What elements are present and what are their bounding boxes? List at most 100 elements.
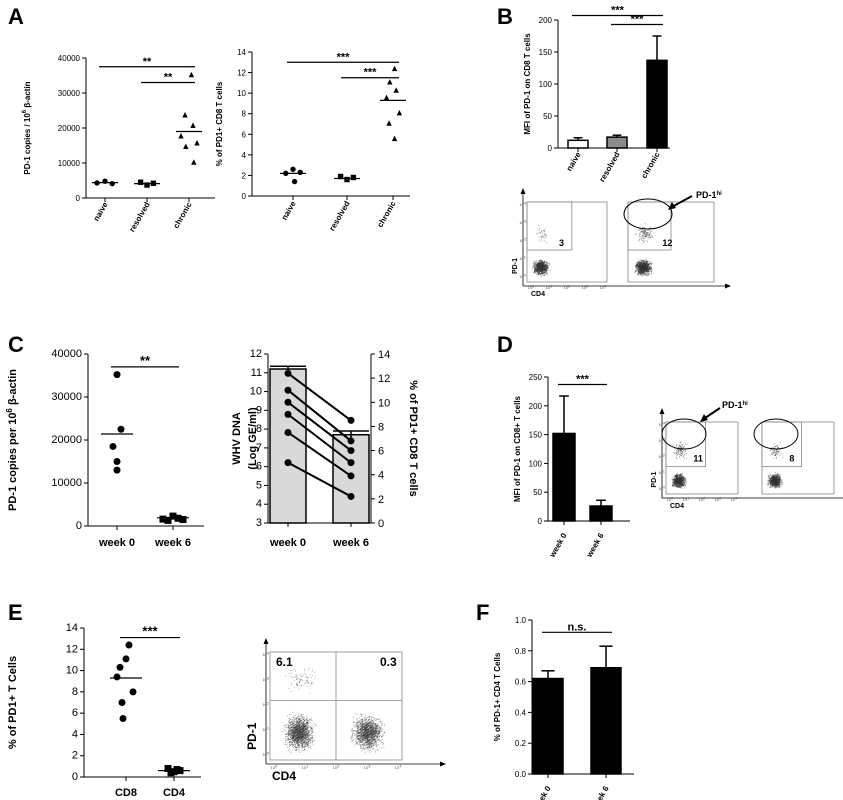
flow-event: [305, 726, 307, 728]
flow-event: [644, 274, 646, 276]
flow-event: [306, 733, 308, 734]
flow-event: [292, 739, 294, 740]
flow-event: [300, 722, 302, 724]
flow-event: [304, 744, 306, 746]
flow-event: [677, 452, 679, 454]
flow-event: [302, 714, 304, 716]
flow-event: [680, 484, 683, 486]
flow-event: [643, 259, 645, 261]
flow-event: [640, 270, 642, 272]
flow-event: [772, 449, 774, 451]
flow-event: [645, 259, 647, 261]
flow-event: [543, 262, 545, 264]
flow-event: [650, 235, 652, 237]
flow-event: [547, 268, 549, 270]
panel-letter-b: B: [497, 4, 513, 29]
flow-event: [293, 733, 295, 735]
flow-event: [777, 445, 778, 447]
flow-event: [284, 727, 286, 729]
flow-event: [288, 724, 289, 726]
flow-event: [299, 721, 301, 723]
flow-event: [640, 273, 642, 275]
flow-event: [641, 234, 643, 236]
flow-event: [295, 730, 297, 732]
flow-gate: [761, 421, 802, 468]
flow-event: [287, 742, 289, 744]
flow-event: [300, 730, 302, 732]
flow-x-label: CD4: [531, 291, 545, 298]
flow-event: [543, 264, 545, 266]
flow-event: [301, 726, 303, 728]
data-point: [144, 182, 150, 188]
flow-event: [680, 445, 681, 447]
flow-event: [305, 737, 307, 739]
flow-event: [778, 480, 780, 482]
flow-event: [297, 744, 299, 746]
flow-event: [676, 452, 677, 454]
flow-event: [647, 236, 649, 238]
flow-event: [779, 449, 781, 451]
flow-event: [302, 734, 304, 736]
flow-event: [683, 484, 685, 487]
flow-event: [545, 242, 547, 244]
flow-event: [678, 486, 681, 489]
flow-event: [771, 449, 773, 451]
data-point: [117, 425, 125, 433]
flow-event: [646, 272, 649, 274]
flow-y-tick-label: 104: [658, 421, 665, 428]
flow-event: [634, 271, 636, 273]
flow-event: [293, 731, 295, 733]
x-category-label: week 0: [98, 537, 135, 549]
y-axis-label: PD-1 copies per 106 β-actin: [5, 369, 19, 511]
flow-event: [644, 238, 646, 240]
flow-event: [538, 229, 540, 231]
data-point: [291, 178, 298, 185]
flow-event: [543, 263, 545, 265]
flow-event: [643, 240, 645, 242]
flow-event: [650, 264, 652, 266]
flow-event: [302, 746, 304, 748]
y-tick-label: 7: [256, 442, 262, 454]
data-point: [344, 176, 350, 183]
flow-event: [304, 745, 306, 747]
data-point: [391, 135, 398, 142]
flow-event: [288, 720, 289, 722]
flow-event: [682, 446, 684, 448]
flow-event: [774, 475, 776, 477]
flow-event: [536, 270, 538, 272]
flow-event: [302, 738, 304, 740]
flow-event: [311, 732, 313, 734]
flow-event: [298, 729, 299, 731]
flow-event: [297, 721, 298, 723]
flow-event: [285, 724, 287, 726]
flow-event: [768, 477, 770, 479]
flow-event: [648, 235, 650, 236]
flow-event: [299, 730, 301, 732]
flow-event: [292, 719, 294, 720]
flow-event: [681, 452, 683, 453]
paired-line: [287, 413, 352, 464]
flow-event: [293, 738, 295, 740]
flow-event: [295, 738, 296, 740]
flow-event: [682, 451, 684, 453]
flow-event: [537, 271, 539, 273]
flow-event: [540, 275, 542, 277]
paired-line: [287, 389, 352, 442]
flow-event: [306, 742, 308, 744]
flow-event: [776, 480, 778, 482]
flow-event: [640, 259, 642, 261]
flow-event: [672, 478, 674, 481]
flow-event: [648, 270, 650, 272]
flow-event: [679, 481, 681, 484]
y-tick-label: 6: [256, 461, 262, 473]
flow-event: [779, 476, 782, 478]
y-tick-label: 10000: [58, 159, 81, 168]
flow-event: [543, 234, 545, 236]
flow-event: [780, 479, 783, 481]
flow-event: [307, 734, 308, 736]
flow-event: [303, 728, 305, 730]
flow-event: [640, 264, 642, 266]
flow-event: [298, 720, 300, 722]
flow-event: [672, 477, 674, 479]
panel-letter-f: F: [476, 600, 489, 625]
